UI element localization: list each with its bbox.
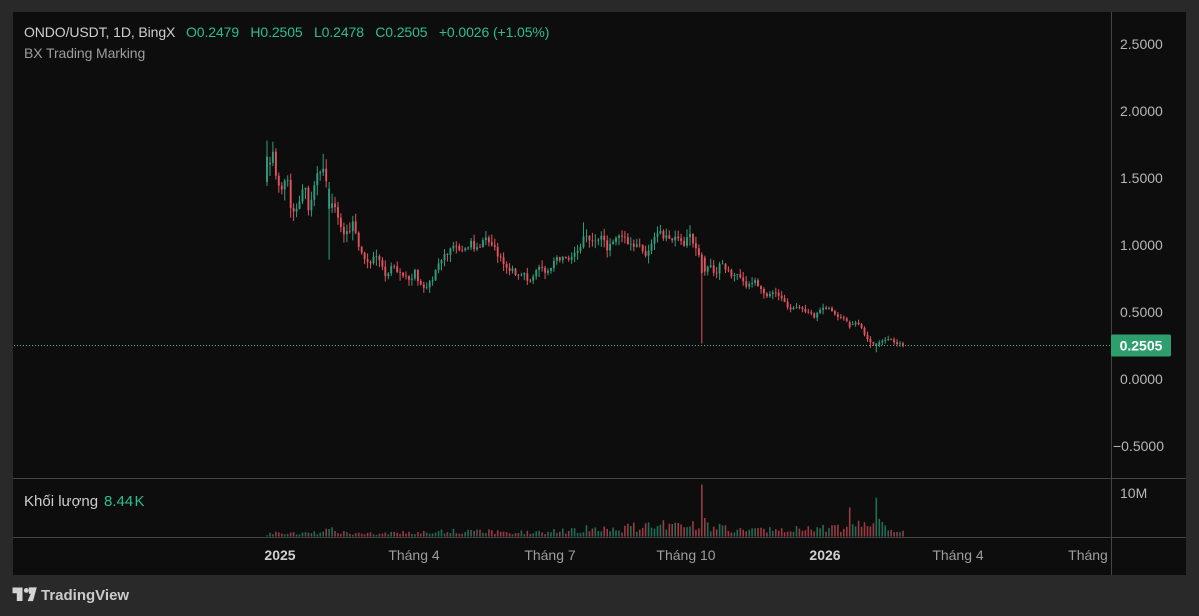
svg-text:Tháng 7: Tháng 7 xyxy=(524,547,576,563)
svg-text:Tháng: Tháng xyxy=(1068,547,1108,563)
svg-text:Tháng 10: Tháng 10 xyxy=(656,547,715,563)
svg-text:2026: 2026 xyxy=(809,547,840,563)
svg-text:1.0000: 1.0000 xyxy=(1120,237,1163,253)
svg-text:10M: 10M xyxy=(1120,485,1147,501)
svg-text:ONDO/USDT, 1D, BingX: ONDO/USDT, 1D, BingX xyxy=(24,24,176,40)
svg-text:1.5000: 1.5000 xyxy=(1120,170,1163,186)
svg-text:Tháng 4: Tháng 4 xyxy=(388,547,440,563)
svg-text:−0.5000: −0.5000 xyxy=(1113,438,1164,454)
svg-text:2.5000: 2.5000 xyxy=(1120,36,1163,52)
svg-text:Khối lượng: Khối lượng xyxy=(24,493,98,510)
svg-text:8.44 K: 8.44 K xyxy=(104,493,144,510)
svg-text:BX Trading Marking: BX Trading Marking xyxy=(24,45,145,61)
svg-text:Tháng 4: Tháng 4 xyxy=(932,547,984,563)
svg-text:2025: 2025 xyxy=(264,547,295,563)
svg-text:0.2505: 0.2505 xyxy=(1120,338,1163,354)
svg-text:0.5000: 0.5000 xyxy=(1120,304,1163,320)
svg-text:0.0000: 0.0000 xyxy=(1120,371,1163,387)
svg-text:TradingView: TradingView xyxy=(41,587,129,604)
svg-text:O0.2479 H0.2505 L0.2478: O0.2479 H0.2505 L0.2478 C0.2505 +0.0026 … xyxy=(186,24,549,40)
svg-text:2.0000: 2.0000 xyxy=(1120,103,1163,119)
